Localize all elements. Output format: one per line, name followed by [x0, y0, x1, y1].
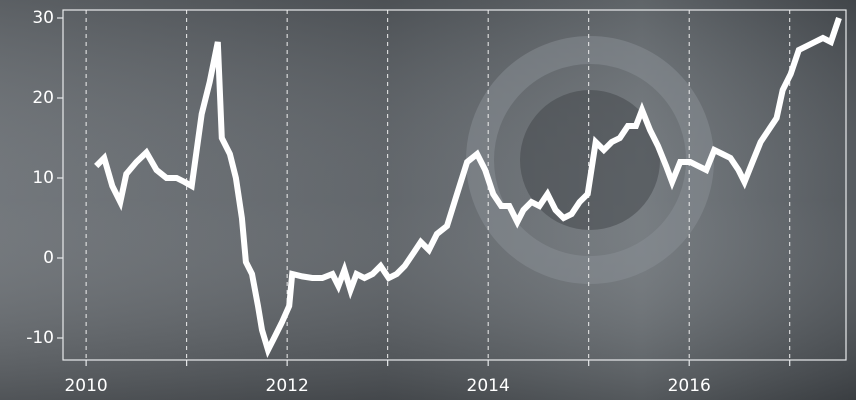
x-tick-label: 2012 — [266, 376, 309, 396]
y-tick-label: 20 — [32, 88, 54, 108]
x-tick-label: 2016 — [668, 376, 711, 396]
y-tick-label: 10 — [32, 168, 54, 188]
line-series — [94, 17, 842, 359]
plot — [94, 17, 842, 359]
plot-border — [62, 9, 847, 361]
y-tick-label: 30 — [32, 8, 54, 28]
x-tick-label: 2014 — [467, 376, 510, 396]
x-tick-label: 2010 — [64, 376, 107, 396]
y-tick-label: -10 — [26, 328, 54, 348]
y-tick-label: 0 — [43, 248, 54, 268]
plot-frame — [62, 9, 847, 361]
